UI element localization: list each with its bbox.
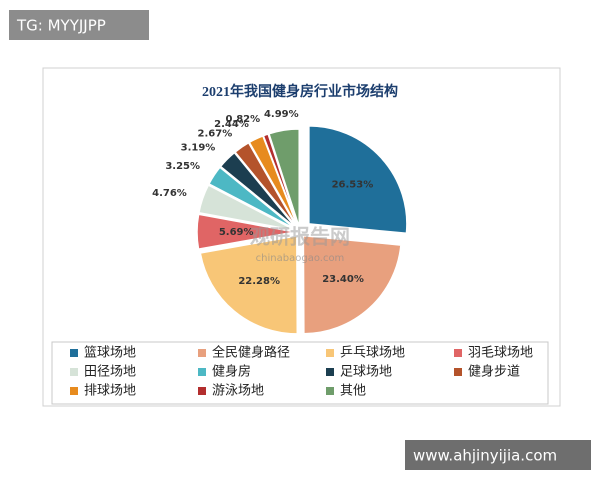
legend-label: 健身步道 xyxy=(468,364,520,380)
legend-label: 健身房 xyxy=(212,364,251,380)
legend-label: 全民健身路径 xyxy=(212,345,290,361)
data-label: 0.82% xyxy=(225,114,260,125)
chart-title: 2021年我国健身房行业市场结构 xyxy=(202,83,398,100)
pie-slice xyxy=(234,141,298,229)
data-label: 3.25% xyxy=(165,161,200,172)
data-label: 26.53% xyxy=(332,179,374,190)
watermark-text: www.ahjinyijia.com xyxy=(413,447,557,465)
watermark-box xyxy=(9,10,149,40)
pie xyxy=(196,125,408,335)
data-label: 4.99% xyxy=(264,109,299,120)
pie-slice xyxy=(196,213,296,251)
watermark-text: TG: MYYJJPP xyxy=(16,17,106,35)
legend-swatch xyxy=(326,349,334,357)
data-label: 2.67% xyxy=(198,128,233,139)
legend-swatch xyxy=(70,387,78,395)
legend-swatch xyxy=(198,349,206,357)
pie-slice xyxy=(302,234,402,335)
watermark-box xyxy=(405,440,591,470)
legend-swatch xyxy=(454,349,462,357)
data-label: 4.76% xyxy=(152,188,187,199)
legend-box xyxy=(51,341,549,405)
legend-label: 游泳场地 xyxy=(212,384,264,399)
data-label: 5.69% xyxy=(219,227,254,238)
legend-label: 篮球场地 xyxy=(84,346,136,361)
legend-label: 足球场地 xyxy=(340,365,392,380)
pie-slice xyxy=(268,128,300,228)
legend-swatch xyxy=(326,387,334,395)
legend-label: 羽毛球场地 xyxy=(468,346,533,361)
data-label: 2.44% xyxy=(214,119,249,130)
legend-swatch xyxy=(198,368,206,376)
data-label: 22.28% xyxy=(238,276,280,287)
watermark-url: chinabaogao.com xyxy=(256,253,345,264)
watermark-logo: 观研报告网 xyxy=(250,225,350,249)
pie-slice xyxy=(199,234,299,335)
data-label: 23.40% xyxy=(322,274,364,285)
data-label: 3.19% xyxy=(181,142,216,153)
legend-swatch xyxy=(326,368,334,376)
legend-swatch xyxy=(70,349,78,357)
pie-slice xyxy=(198,184,296,232)
pie-slice xyxy=(219,151,298,230)
pie-slice xyxy=(308,125,408,235)
legend-swatch xyxy=(454,368,462,376)
legend-label: 其他 xyxy=(340,384,366,399)
legend-swatch xyxy=(198,387,206,395)
legend-swatch xyxy=(70,368,78,376)
legend-label: 田径场地 xyxy=(84,365,136,380)
legend-label: 排球场地 xyxy=(84,384,136,399)
pie-slice xyxy=(262,133,300,228)
legend-label: 乒乓球场地 xyxy=(340,346,405,361)
pie-slice xyxy=(207,166,297,230)
